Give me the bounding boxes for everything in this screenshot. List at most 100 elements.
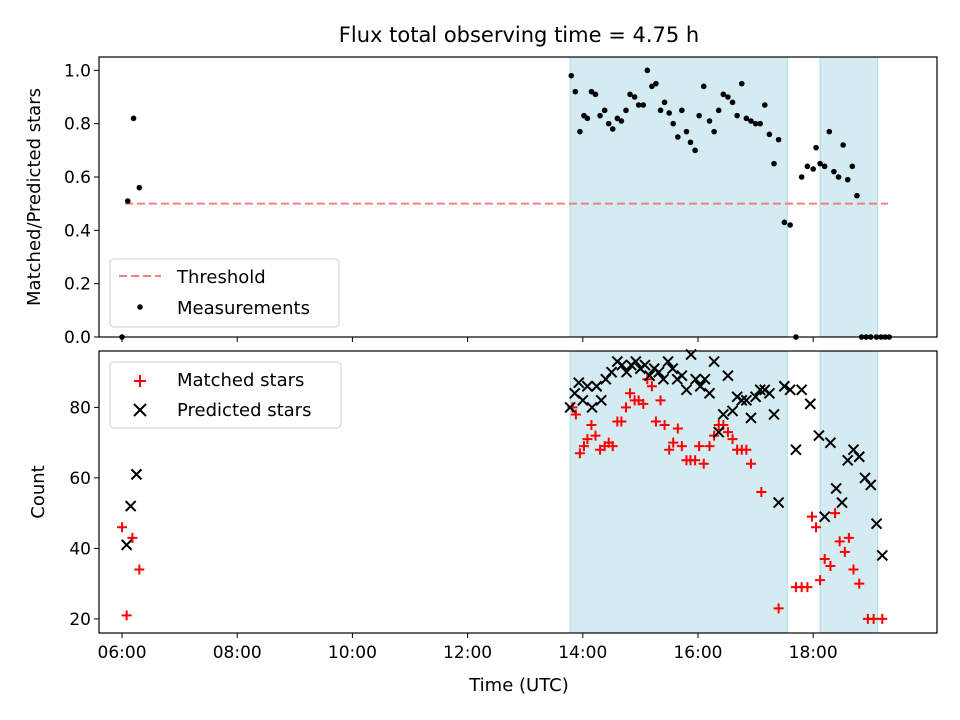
measurement-point — [757, 120, 763, 127]
measurement-point — [810, 166, 816, 172]
y-tick-label: 1.0 — [64, 61, 91, 81]
measurement-point — [720, 91, 727, 98]
measurement-point — [849, 163, 856, 170]
matched-star-point — [690, 455, 701, 466]
legend-measurement-swatch — [137, 304, 143, 310]
matched-star-point — [134, 564, 145, 575]
observing-window-0 — [569, 350, 788, 634]
predicted-star-point — [870, 518, 883, 530]
measurement-point — [644, 67, 651, 74]
measurement-point — [124, 198, 131, 204]
measurement-point — [775, 136, 782, 143]
measurement-point — [752, 120, 759, 127]
y-tick-label: 60 — [69, 469, 91, 489]
axes-frame — [98, 56, 938, 338]
predicted-star-point — [657, 373, 670, 385]
measurement-point — [588, 88, 595, 95]
predicted-star-point — [717, 408, 730, 421]
predicted-star-point — [726, 405, 739, 417]
predicted-star-point — [784, 384, 796, 396]
predicted-star-point — [713, 426, 725, 438]
predicted-star-point — [836, 496, 848, 509]
measurement-point — [706, 118, 713, 124]
measurement-point — [817, 160, 823, 167]
predicted-star-point — [662, 355, 674, 368]
observing-window-1 — [819, 350, 879, 634]
matched-star-point — [868, 613, 879, 624]
predicted-star-point — [564, 401, 576, 414]
measurement-point — [601, 107, 608, 114]
legend-box — [109, 361, 342, 429]
measurement-point — [715, 107, 722, 114]
measurement-point — [657, 107, 664, 114]
observing-window-1 — [819, 56, 879, 338]
matched-star-point — [650, 416, 661, 427]
measurement-point — [661, 99, 668, 106]
measurement-point — [821, 163, 828, 170]
matched-star-point — [607, 441, 618, 452]
y-tick-label: 20 — [69, 610, 91, 630]
matched-star-point — [727, 434, 738, 445]
measurement-point — [692, 147, 698, 154]
matched-star-point — [815, 575, 826, 586]
matched-star-point — [121, 610, 132, 621]
predicted-star-point — [745, 412, 757, 424]
predicted-star-point — [804, 398, 816, 410]
matched-star-point — [741, 444, 752, 455]
matched-star-point — [807, 511, 818, 522]
x-tick-label: 14:00 — [558, 643, 607, 663]
predicted-star-point — [694, 380, 706, 392]
measurement-point — [653, 80, 659, 87]
predicted-star-point — [830, 482, 842, 495]
predicted-star-point — [699, 373, 711, 385]
y-tick-label: 0.2 — [64, 275, 91, 295]
measurement-point — [798, 174, 805, 180]
matched-star-point — [127, 532, 138, 543]
measurement-point — [787, 222, 793, 228]
predicted-star-point — [703, 387, 716, 400]
predicted-star-point — [616, 359, 628, 371]
measurement-point — [623, 107, 629, 114]
legend-threshold-label: Threshold — [176, 267, 266, 288]
measurement-point — [700, 83, 707, 90]
measurement-point — [696, 112, 702, 119]
matched-star-point — [854, 578, 865, 589]
measurement-point — [748, 118, 754, 124]
y-tick-label: 0.0 — [64, 328, 91, 348]
top-panel-ylabel: Matched/Predicted stars — [24, 88, 45, 306]
predicted-star-point — [818, 510, 831, 523]
measurement-point — [572, 88, 579, 95]
measurement-point — [687, 139, 694, 146]
legend-predicted-label: Predicted stars — [177, 400, 311, 421]
measurement-point — [835, 174, 842, 180]
predicted-star-point — [577, 394, 589, 407]
matched-star-point — [638, 398, 649, 409]
matched-star-point — [811, 522, 822, 533]
measurement-point — [766, 131, 773, 138]
measurement-point — [804, 163, 811, 170]
legend-matched-label: Matched stars — [177, 370, 304, 391]
predicted-star-point — [853, 451, 865, 463]
measurement-point — [592, 91, 599, 98]
measurement-point — [605, 120, 612, 127]
measurement-point — [130, 115, 137, 122]
matched-star-point — [668, 437, 679, 448]
matched-star-point — [655, 395, 666, 406]
predicted-star-point — [865, 479, 877, 491]
measurement-point — [640, 102, 647, 108]
x-tick-label: 06:00 — [98, 643, 147, 663]
matched-star-point — [722, 427, 733, 438]
matched-star-point — [117, 522, 128, 533]
matched-star-point — [664, 444, 675, 455]
measurement-point — [771, 160, 777, 167]
measurement-point — [631, 94, 638, 100]
predicted-star-point — [586, 401, 598, 414]
y-tick-label: 40 — [69, 539, 91, 559]
matched-star-point — [672, 423, 683, 434]
matched-star-point — [694, 441, 705, 452]
legend-matched-swatch — [134, 375, 146, 387]
matched-star-point — [659, 420, 670, 431]
predicted-star-point — [824, 436, 837, 449]
matched-star-point — [582, 434, 593, 445]
